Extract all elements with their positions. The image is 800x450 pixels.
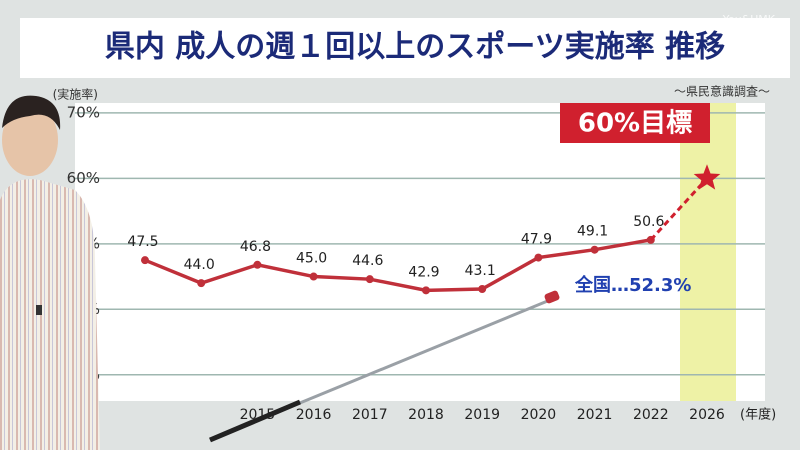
target-dash bbox=[649, 177, 709, 241]
x-tick-label: 2017 bbox=[352, 407, 388, 423]
data-label: 44.0 bbox=[184, 257, 215, 273]
data-point bbox=[141, 256, 149, 265]
data-point bbox=[590, 245, 599, 254]
annotation: 全国…52.3% bbox=[574, 274, 691, 296]
data-point bbox=[422, 286, 430, 295]
data-label: 43.1 bbox=[465, 263, 496, 279]
chart-title: 県内 成人の週１回以上のスポーツ実施率 推移 bbox=[105, 30, 725, 65]
x-tick-label: 2022 bbox=[633, 407, 669, 423]
data-label: 47.9 bbox=[521, 232, 552, 248]
x-axis-label: (年度) bbox=[740, 407, 776, 423]
data-point bbox=[478, 285, 487, 294]
data-label: 50.6 bbox=[633, 214, 664, 230]
data-point bbox=[253, 260, 262, 269]
data-point bbox=[534, 253, 543, 262]
data-point bbox=[197, 279, 206, 288]
x-tick-label: 2018 bbox=[408, 407, 444, 423]
series-line bbox=[144, 238, 652, 293]
data-label: 47.5 bbox=[127, 234, 158, 250]
target-star bbox=[693, 164, 721, 190]
plot-area bbox=[75, 103, 765, 401]
x-tick-label: 2020 bbox=[521, 407, 557, 423]
data-point bbox=[309, 272, 318, 281]
watermark: You&UMK bbox=[722, 13, 776, 26]
title-band bbox=[20, 18, 790, 78]
data-label: 49.1 bbox=[577, 224, 608, 240]
presenter bbox=[0, 95, 560, 450]
data-label: 42.9 bbox=[408, 264, 439, 280]
x-tick-label: 2021 bbox=[577, 407, 613, 423]
x-tick-label: 2026 bbox=[689, 407, 725, 423]
data-label: 46.8 bbox=[240, 239, 271, 255]
x-tick-label: 2019 bbox=[464, 407, 500, 423]
target-label: 60%目標 bbox=[578, 109, 692, 139]
x-tick-label: 2015 bbox=[240, 407, 276, 423]
y-tick-label: 70% bbox=[67, 103, 100, 121]
data-label: 45.0 bbox=[296, 251, 327, 267]
data-point bbox=[365, 275, 374, 284]
x-tick-label: 2016 bbox=[296, 407, 332, 423]
subtitle: ～県民意識調査～ bbox=[674, 84, 770, 99]
data-label: 44.6 bbox=[352, 253, 383, 269]
target-column bbox=[680, 103, 736, 401]
y-axis-label: (実施率) bbox=[53, 87, 98, 102]
y-tick-label: 60% bbox=[67, 169, 100, 187]
target-badge bbox=[560, 103, 710, 143]
